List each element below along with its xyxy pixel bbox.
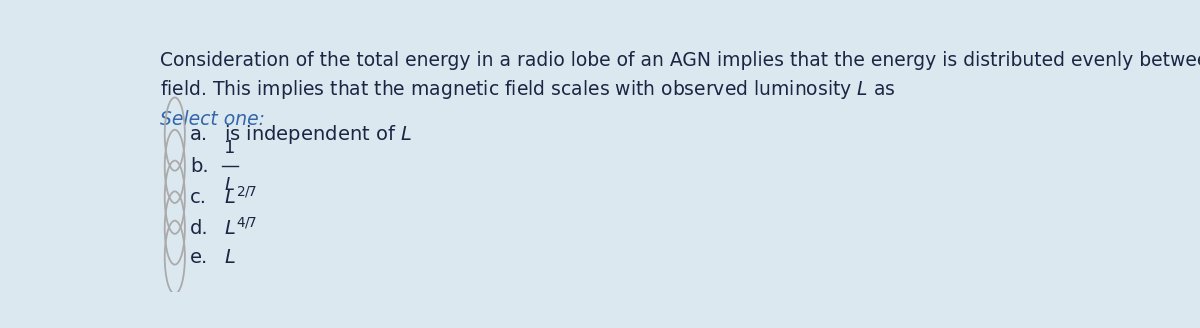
Text: $L^{4/7}$: $L^{4/7}$: [223, 217, 257, 239]
Text: e.: e.: [191, 248, 209, 267]
Text: $L$: $L$: [223, 248, 235, 267]
Text: a.: a.: [191, 125, 209, 144]
Text: d.: d.: [191, 218, 209, 237]
Text: is independent of $L$: is independent of $L$: [223, 123, 412, 146]
Text: b.: b.: [191, 157, 209, 176]
Text: $L^{2/7}$: $L^{2/7}$: [223, 186, 257, 208]
Text: field. This implies that the magnetic field scales with observed luminosity $L$ : field. This implies that the magnetic fi…: [160, 78, 895, 101]
Text: c.: c.: [191, 188, 208, 207]
Text: Select one:: Select one:: [160, 110, 265, 129]
Text: $L$: $L$: [224, 176, 235, 194]
Text: Consideration of the total energy in a radio lobe of an AGN implies that the ene: Consideration of the total energy in a r…: [160, 51, 1200, 70]
Text: 1: 1: [224, 139, 235, 157]
